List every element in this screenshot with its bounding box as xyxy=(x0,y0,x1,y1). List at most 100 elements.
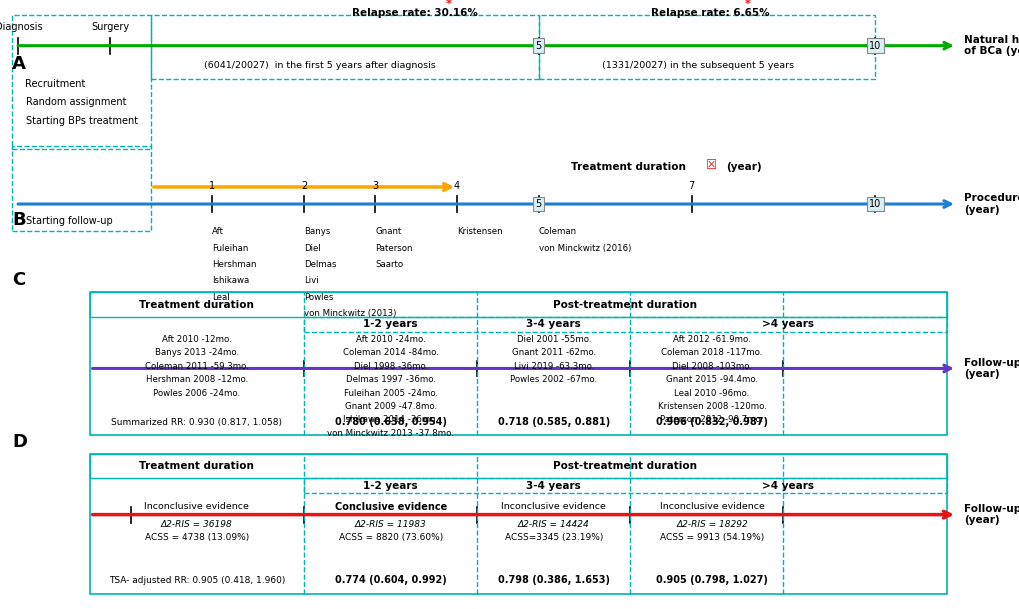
Text: Delmas 1997 -36mo.: Delmas 1997 -36mo. xyxy=(345,375,435,384)
Text: Gnant 2015 -94.4mo.: Gnant 2015 -94.4mo. xyxy=(665,375,757,384)
Text: 2: 2 xyxy=(301,181,307,191)
Text: Starting BPs treatment: Starting BPs treatment xyxy=(25,116,138,125)
Text: Saarto: Saarto xyxy=(375,260,404,269)
Text: Relapse rate: 6.65%: Relapse rate: 6.65% xyxy=(650,9,768,18)
Text: Aft 2010 -24mo.: Aft 2010 -24mo. xyxy=(356,335,425,344)
Text: 1: 1 xyxy=(209,181,215,191)
Text: 7: 7 xyxy=(688,181,694,191)
Text: 5: 5 xyxy=(535,199,541,209)
Text: Diel 2001 -55mo.: Diel 2001 -55mo. xyxy=(516,335,591,344)
Text: Fuleihan 2005 -24mo.: Fuleihan 2005 -24mo. xyxy=(343,389,437,398)
Text: Powles 2002 -67mo.: Powles 2002 -67mo. xyxy=(510,375,597,384)
Text: Follow-up duration
(year): Follow-up duration (year) xyxy=(963,504,1019,526)
Text: Aft 2010 -12mo.: Aft 2010 -12mo. xyxy=(162,335,231,344)
Text: Aft 2012 -61.9mo.: Aft 2012 -61.9mo. xyxy=(673,335,750,344)
Text: 0.798 (0.386, 1.653): 0.798 (0.386, 1.653) xyxy=(497,576,609,585)
Text: Coleman 2014 -84mo.: Coleman 2014 -84mo. xyxy=(342,348,438,357)
Text: Diel 1998 -36mo.: Diel 1998 -36mo. xyxy=(354,362,427,371)
Text: Paterson 2012 -90.7mo.: Paterson 2012 -90.7mo. xyxy=(659,415,763,424)
Text: Leal: Leal xyxy=(212,293,229,302)
Text: *: * xyxy=(445,0,451,9)
Text: Inconclusive evidence: Inconclusive evidence xyxy=(501,502,605,511)
Text: Δ2-RIS = 11983: Δ2-RIS = 11983 xyxy=(355,521,426,529)
Text: ☒: ☒ xyxy=(705,159,716,172)
Text: Coleman 2011 -59.3mo.: Coleman 2011 -59.3mo. xyxy=(145,362,249,371)
Text: Powles: Powles xyxy=(304,293,333,302)
Text: 10: 10 xyxy=(868,41,880,51)
Text: Conclusive evidence: Conclusive evidence xyxy=(334,502,446,512)
Text: Ishikawa: Ishikawa xyxy=(212,276,250,286)
Text: Natural history
of BCa (year): Natural history of BCa (year) xyxy=(963,35,1019,57)
Text: Livi 2019 -63.3mo.: Livi 2019 -63.3mo. xyxy=(514,362,593,371)
Text: Powles 2006 -24mo.: Powles 2006 -24mo. xyxy=(153,389,240,398)
Text: 1-2 years: 1-2 years xyxy=(363,481,418,491)
Text: Fuleihan: Fuleihan xyxy=(212,244,249,253)
Text: ACSS=3345 (23.19%): ACSS=3345 (23.19%) xyxy=(504,533,602,541)
Text: Treatment duration: Treatment duration xyxy=(140,461,254,471)
Text: 0.718 (0.585, 0.881): 0.718 (0.585, 0.881) xyxy=(497,417,609,427)
Text: 4: 4 xyxy=(453,181,460,191)
Text: Follow-up duration
(year): Follow-up duration (year) xyxy=(963,357,1019,379)
Text: Diagnosis: Diagnosis xyxy=(0,23,42,32)
Text: 0.774 (0.604, 0.992): 0.774 (0.604, 0.992) xyxy=(334,576,446,585)
Text: Δ2-RIS = 18292: Δ2-RIS = 18292 xyxy=(676,521,747,529)
Text: >4 years: >4 years xyxy=(762,481,813,491)
Text: Treatment duration: Treatment duration xyxy=(571,162,686,172)
Text: Diel 2008 -103mo.: Diel 2008 -103mo. xyxy=(672,362,751,371)
Text: Ishikawa 2014 -36mo.: Ishikawa 2014 -36mo. xyxy=(342,415,438,424)
Text: Summarized RR: 0.930 (0.817, 1.058): Summarized RR: 0.930 (0.817, 1.058) xyxy=(111,418,282,426)
Text: Post-treatment duration: Post-treatment duration xyxy=(552,461,697,471)
Text: Starting follow-up: Starting follow-up xyxy=(25,216,112,226)
Text: von Minckwitz (2016): von Minckwitz (2016) xyxy=(538,244,631,253)
Text: 0.905 (0.798, 1.027): 0.905 (0.798, 1.027) xyxy=(655,576,767,585)
Text: Livi: Livi xyxy=(304,276,318,286)
Text: Banys 2013 -24mo.: Banys 2013 -24mo. xyxy=(155,348,238,357)
Text: Banys: Banys xyxy=(304,227,330,236)
Text: Delmas: Delmas xyxy=(304,260,336,269)
Text: Surgery: Surgery xyxy=(91,23,129,32)
Text: Hershman 2008 -12mo.: Hershman 2008 -12mo. xyxy=(146,375,248,384)
Text: D: D xyxy=(12,432,28,451)
Text: 10: 10 xyxy=(868,199,880,209)
Text: 5: 5 xyxy=(535,41,541,51)
Text: C: C xyxy=(12,271,25,289)
Text: >4 years: >4 years xyxy=(762,319,813,329)
Text: A: A xyxy=(12,55,26,73)
Text: Procedure of RCT
(year): Procedure of RCT (year) xyxy=(963,193,1019,215)
Text: TSA- adjusted RR: 0.905 (0.418, 1.960): TSA- adjusted RR: 0.905 (0.418, 1.960) xyxy=(109,576,284,585)
Text: (year): (year) xyxy=(726,162,761,172)
Text: Coleman 2018 -117mo.: Coleman 2018 -117mo. xyxy=(660,348,762,357)
Text: 3-4 years: 3-4 years xyxy=(526,319,581,329)
Text: *: * xyxy=(744,0,750,9)
Text: 3-4 years: 3-4 years xyxy=(526,481,581,491)
Text: B: B xyxy=(12,211,25,230)
Text: ACSS = 4738 (13.09%): ACSS = 4738 (13.09%) xyxy=(145,533,249,541)
Text: Diel: Diel xyxy=(304,244,320,253)
Text: 0.906 (0.832, 0.987): 0.906 (0.832, 0.987) xyxy=(655,417,767,427)
Text: von Minckwitz 2013 -37.8mo.: von Minckwitz 2013 -37.8mo. xyxy=(327,429,453,438)
Text: 3: 3 xyxy=(372,181,378,191)
Text: Treatment duration: Treatment duration xyxy=(140,300,254,309)
Text: ACSS = 9913 (54.19%): ACSS = 9913 (54.19%) xyxy=(659,533,763,541)
Text: Random assignment: Random assignment xyxy=(25,97,126,107)
Text: Coleman: Coleman xyxy=(538,227,576,236)
Text: Kristensen: Kristensen xyxy=(457,227,502,236)
Text: Inconclusive evidence: Inconclusive evidence xyxy=(659,502,763,511)
Text: 1-2 years: 1-2 years xyxy=(363,319,418,329)
Text: Hershman: Hershman xyxy=(212,260,257,269)
Text: 0.780 (0.638, 0.954): 0.780 (0.638, 0.954) xyxy=(334,417,446,427)
Text: ACSS = 8820 (73.60%): ACSS = 8820 (73.60%) xyxy=(338,533,442,541)
Text: von Minckwitz (2013): von Minckwitz (2013) xyxy=(304,309,396,319)
Text: Gnant: Gnant xyxy=(375,227,401,236)
Text: Post-treatment duration: Post-treatment duration xyxy=(552,300,697,309)
Text: Recruitment: Recruitment xyxy=(25,79,86,89)
Text: Relapse rate: 30.16%: Relapse rate: 30.16% xyxy=(352,9,477,18)
Text: Gnant 2009 -47.8mo.: Gnant 2009 -47.8mo. xyxy=(344,402,436,411)
Text: Leal 2010 -96mo.: Leal 2010 -96mo. xyxy=(674,389,749,398)
Text: Kristensen 2008 -120mo.: Kristensen 2008 -120mo. xyxy=(657,402,765,411)
Text: (6041/20027)  in the first 5 years after diagnosis: (6041/20027) in the first 5 years after … xyxy=(204,61,435,70)
Text: Δ2-RIS = 14424: Δ2-RIS = 14424 xyxy=(518,521,589,529)
Text: Δ2-RIS = 36198: Δ2-RIS = 36198 xyxy=(161,521,232,529)
Text: Inconclusive evidence: Inconclusive evidence xyxy=(145,502,249,511)
Text: Paterson: Paterson xyxy=(375,244,413,253)
